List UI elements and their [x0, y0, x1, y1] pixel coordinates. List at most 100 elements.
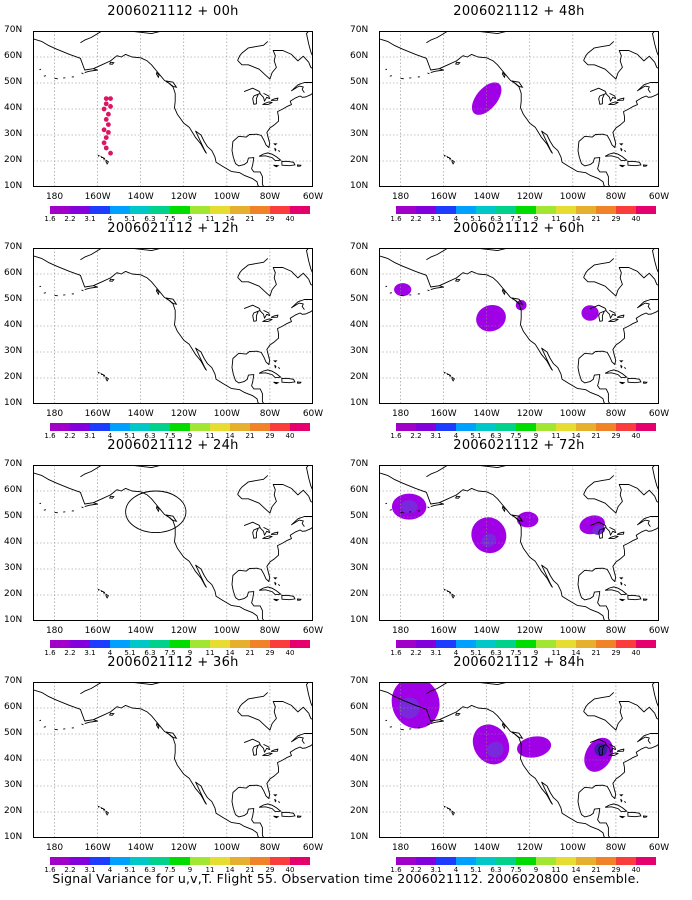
lon-tick-label: 60W	[302, 192, 324, 202]
coastline	[430, 285, 445, 291]
coastline	[270, 314, 279, 318]
island-outline	[446, 589, 451, 593]
lon-tick-label: 120W	[516, 192, 543, 202]
lat-tick-label: 30N	[350, 129, 369, 139]
island-outline	[448, 590, 452, 595]
coastline	[270, 748, 279, 752]
colorbar-label: 4	[107, 649, 113, 657]
map-plot	[33, 682, 313, 838]
map-svg	[33, 248, 313, 404]
coastline	[270, 531, 279, 535]
coastline	[637, 496, 659, 527]
island-outline	[451, 376, 456, 382]
map-plot	[379, 465, 659, 621]
lat-tick-label: 10N	[350, 615, 369, 625]
island-outline	[155, 722, 160, 730]
island-outline	[643, 815, 648, 818]
lat-tick-label: 30N	[350, 780, 369, 790]
island-outline	[501, 722, 506, 730]
coastline	[306, 682, 313, 709]
colorbar-label: 7.5	[164, 432, 176, 440]
colorbar-swatch	[616, 640, 636, 648]
colorbar-label: 14	[225, 866, 235, 874]
island-outline	[627, 377, 642, 384]
island-outline	[297, 164, 302, 167]
colorbar-swatch	[130, 857, 150, 865]
map-svg	[379, 465, 659, 621]
coastline	[243, 738, 261, 756]
lon-tick-label: 160W	[84, 843, 111, 853]
colorbar-label: 29	[611, 432, 621, 440]
colorbar-swatch	[170, 857, 190, 865]
lat-tick-label: 50N	[4, 294, 23, 304]
colorbar-swatch	[210, 206, 230, 214]
colorbar-label: 21	[591, 866, 601, 874]
colorbar-label: 3.1	[430, 649, 442, 657]
island-outline	[451, 159, 456, 165]
lon-tick-label: 160W	[84, 626, 111, 636]
island-outline	[81, 289, 84, 292]
coastline	[231, 743, 313, 838]
coastline	[33, 255, 261, 404]
colorbar-label: 4	[453, 866, 459, 874]
colorbar-label: 14	[225, 432, 235, 440]
island-outline	[427, 723, 430, 726]
island-outline	[624, 149, 626, 153]
lat-tick-label: 50N	[350, 728, 369, 738]
colorbar-label: 2.2	[410, 649, 422, 657]
island-outline	[102, 590, 106, 595]
colorbar-swatch	[90, 206, 110, 214]
colorbar-swatch	[210, 423, 230, 431]
colorbar-swatch	[596, 423, 616, 431]
island-outline	[400, 77, 404, 80]
panel-title: 2006021112 + 24h	[107, 438, 239, 453]
colorbar-swatch	[556, 857, 576, 865]
colorbar-label: 5.1	[470, 866, 482, 874]
island-outline	[620, 364, 623, 369]
coastline	[262, 318, 273, 323]
colorbar-label: 14	[571, 649, 581, 657]
colorbar-label: 21	[245, 215, 255, 223]
island-outline	[604, 586, 628, 596]
map-panel: 2006021112 + 24h 10N 20N 30N 40N 50N 60N 70N 180…	[0, 434, 346, 657]
island-outline	[627, 594, 642, 601]
colorbar-label: 2.2	[64, 432, 76, 440]
island-outline	[511, 297, 524, 305]
island-outline	[501, 505, 506, 513]
variance-blob	[481, 533, 497, 548]
variance-blob	[398, 697, 420, 719]
lon-tick-label: 120W	[170, 192, 197, 202]
coastline	[430, 719, 445, 725]
lon-tick-label: 140W	[473, 192, 500, 202]
coastline	[84, 502, 99, 508]
lat-tick-label: 50N	[4, 511, 23, 521]
coastline	[583, 475, 615, 495]
coastline	[33, 38, 261, 187]
colorbar-swatch	[576, 857, 596, 865]
island-outline	[81, 72, 84, 75]
lat-tick-label: 40N	[4, 754, 23, 764]
colorbar-label: 11	[551, 866, 561, 874]
island-outline	[455, 712, 461, 716]
colorbar-swatch	[556, 423, 576, 431]
coastline	[84, 68, 99, 74]
coastline	[80, 248, 163, 261]
island-outline	[400, 728, 404, 731]
colorbar-label: 6.3	[144, 432, 156, 440]
colorbar-label: 6.3	[144, 215, 156, 223]
lon-tick-label: 80W	[259, 843, 281, 853]
colorbar-swatch	[270, 640, 290, 648]
coastline	[80, 31, 163, 44]
colorbar-label: 7.5	[510, 215, 522, 223]
island-outline	[273, 815, 280, 819]
island-outline	[501, 288, 506, 296]
colorbar-label: 3.1	[430, 432, 442, 440]
coastline	[616, 97, 625, 101]
colorbar-swatch	[496, 206, 516, 214]
colorbar-swatch	[596, 206, 616, 214]
colorbar-label: 40	[631, 649, 641, 657]
colorbar-swatch	[150, 857, 170, 865]
colorbar-swatch	[436, 206, 456, 214]
lon-tick-label: 180	[391, 192, 410, 202]
colorbar-label: 2.2	[410, 866, 422, 874]
